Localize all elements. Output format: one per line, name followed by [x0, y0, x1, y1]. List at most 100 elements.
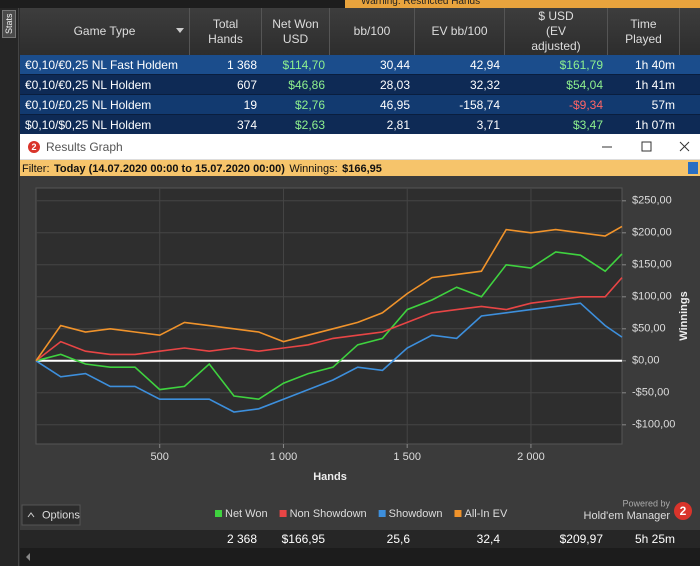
filter-label: Filter:: [22, 163, 50, 175]
table-cell: 46,95: [379, 98, 410, 112]
x-tick-label: 1 500: [393, 451, 421, 463]
total-cell: 2 368: [226, 532, 257, 546]
table-cell: 1h 41m: [634, 78, 675, 92]
table-cell: $161,79: [559, 58, 603, 72]
y-tick-label: $150,00: [632, 259, 672, 271]
table-cell: 30,44: [379, 58, 410, 72]
window-title-bar: 2 Results Graph: [20, 134, 700, 160]
options-button[interactable]: [21, 504, 81, 526]
table-cell: 19: [243, 98, 257, 112]
window-title: Results Graph: [46, 140, 123, 154]
legend-label[interactable]: All-In EV: [464, 508, 507, 520]
totals-row: [20, 530, 700, 548]
legend-label[interactable]: Showdown: [389, 508, 443, 520]
table-cell: $114,70: [282, 58, 326, 72]
brand: Hold'em Manager: [584, 510, 671, 522]
table-cell: $3,47: [572, 118, 603, 132]
filter-toggle[interactable]: [688, 162, 698, 174]
x-tick-label: 2 000: [517, 451, 545, 463]
table-cell: $46,86: [288, 78, 325, 92]
top-bar: Warning: Restricted Hands: [0, 0, 700, 8]
legend-swatch: [215, 510, 222, 517]
column-header[interactable]: bb/100: [330, 8, 415, 55]
table-cell: $2,76: [294, 98, 325, 112]
series-line: [35, 302, 623, 413]
table-cell: 42,94: [469, 58, 500, 72]
scrollbar: [20, 548, 700, 566]
plot-area: [35, 187, 623, 445]
options-label[interactable]: Options: [42, 509, 80, 521]
y-tick-label: $200,00: [632, 227, 672, 239]
x-tick-label: 500: [151, 451, 169, 463]
table-cell: 1h 07m: [634, 118, 675, 132]
series-line: [35, 225, 623, 362]
options-caret: [27, 512, 35, 518]
winnings-label: Winnings:: [289, 163, 338, 175]
filter-bar: Filter: Today (14.07.2020 00:00 to 15.07…: [20, 160, 700, 176]
table-cell: €0,10/£0,25 NL Holdem: [25, 98, 152, 112]
filter-text: Today (14.07.2020 00:00 to 15.07.2020 00…: [53, 163, 285, 175]
total-cell: 32,4: [476, 532, 500, 546]
y-axis-label: Winnings: [678, 291, 690, 340]
legend-label[interactable]: Net Won: [225, 508, 268, 520]
table-cell: €0,10/€0,25 NL Holdem: [25, 78, 152, 92]
table-cell: 57m: [651, 98, 675, 112]
app-icon: 2: [28, 141, 40, 153]
column-header[interactable]: Time Played: [608, 8, 680, 55]
table-cell: 1 368: [226, 58, 257, 72]
table-cell: 607: [236, 78, 257, 92]
table-cell: €0,10/€0,25 NL Fast Holdem: [25, 58, 178, 72]
column-header[interactable]: Total Hands: [190, 8, 262, 55]
column-header[interactable]: Game Type: [20, 8, 190, 55]
sort-arrow: [176, 28, 184, 33]
series-line: [35, 277, 623, 362]
table-row[interactable]: [20, 55, 700, 75]
total-cell: $209,97: [559, 532, 603, 546]
powered-by: Powered by: [622, 498, 670, 508]
sidebar: Stats: [0, 8, 19, 566]
table-cell: $54,04: [566, 78, 603, 92]
scroll-left[interactable]: [26, 553, 30, 561]
x-tick-label: 1 000: [270, 451, 298, 463]
y-tick-label: $0,00: [632, 355, 660, 367]
y-tick-label: $250,00: [632, 195, 672, 207]
table-cell: 374: [236, 118, 257, 132]
window-controls: [602, 141, 690, 152]
total-cell: $166,95: [281, 532, 325, 546]
table-cell: 28,03: [379, 78, 410, 92]
warning: Warning: Restricted Hands: [345, 0, 700, 8]
legend-swatch: [378, 510, 386, 517]
brand-logo-text: 2: [680, 504, 687, 518]
legend-label[interactable]: Non Showdown: [290, 508, 367, 520]
brand-logo: [674, 502, 692, 520]
table-cell: 32,32: [469, 78, 500, 92]
column-header[interactable]: Net Won USD: [262, 8, 330, 55]
table-cell: $2,63: [294, 118, 325, 132]
y-tick-label: -$50,00: [632, 387, 669, 399]
table-cell: -158,74: [459, 98, 500, 112]
table-row[interactable]: [20, 75, 700, 95]
table-cell: $0,10/$0,25 NL Holdem: [25, 118, 152, 132]
x-axis-label: Hands: [313, 471, 347, 483]
legend-swatch: [279, 510, 287, 517]
y-tick-label: $100,00: [632, 291, 672, 303]
table-cell: -$9,34: [568, 98, 603, 112]
winnings-value: $166,95: [342, 163, 382, 175]
table-cell: 1h 40m: [634, 58, 675, 72]
table-cell: 3,71: [476, 118, 500, 132]
legend-swatch: [454, 510, 462, 517]
total-cell: 5h 25m: [634, 532, 675, 546]
y-tick-label: $50,00: [632, 323, 666, 335]
table-header: Game Type Total Hands Net Won USD bb/100 EV …: [20, 8, 700, 55]
column-header[interactable]: $ USD (EV adjusted): [505, 8, 608, 55]
total-cell: 25,6: [386, 532, 410, 546]
series-line: [35, 251, 623, 401]
close[interactable]: [679, 141, 690, 152]
column-header[interactable]: EV bb/100: [415, 8, 505, 55]
maximize[interactable]: [641, 141, 652, 152]
table-row[interactable]: [20, 95, 700, 115]
table-cell: 2,81: [386, 118, 410, 132]
y-tick-label: -$100,00: [632, 419, 675, 431]
